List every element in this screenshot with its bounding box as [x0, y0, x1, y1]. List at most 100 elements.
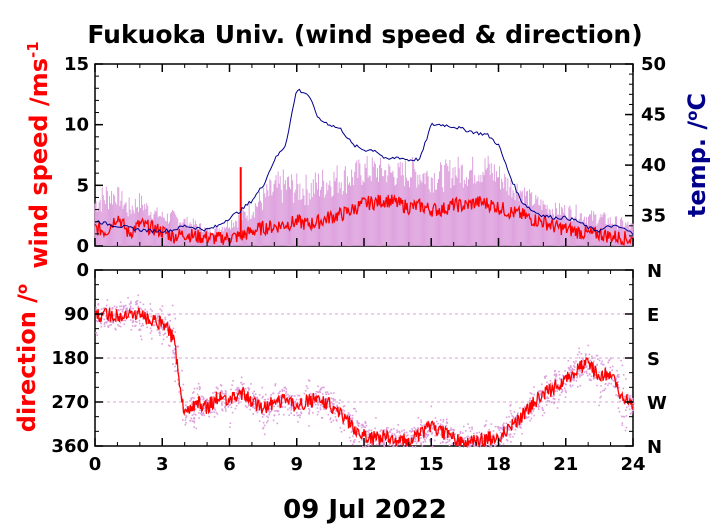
direction-sample-dot	[272, 399, 275, 401]
direction-sample-dot	[142, 324, 144, 327]
direction-sample-dot	[554, 377, 557, 380]
direction-sample-dot	[235, 405, 238, 407]
direction-sample-dot	[516, 414, 518, 417]
direction-sample-dot	[268, 408, 271, 410]
direction-sample-dot	[354, 408, 356, 410]
direction-sample-dot	[137, 294, 139, 297]
direction-sample-dot	[488, 444, 491, 446]
direction-sample-dot	[520, 423, 522, 426]
direction-sample-dot	[578, 357, 581, 359]
direction-sample-dot	[252, 392, 254, 395]
direction-sample-dot	[468, 437, 471, 439]
direction-sample-dot	[173, 353, 176, 355]
direction-sample-dot	[193, 413, 195, 416]
direction-sample-dot	[379, 443, 382, 446]
direction-sample-dot	[334, 412, 336, 415]
direction-sample-dot	[593, 360, 595, 363]
direction-sample-dot	[498, 426, 500, 428]
direction-sample-dot	[319, 389, 321, 391]
direction-sample-dot	[568, 369, 571, 371]
direction-sample-dot	[258, 400, 261, 402]
direction-sample-dot	[196, 387, 198, 390]
direction-sample-dot	[334, 399, 336, 401]
direction-sample-dot	[395, 445, 398, 448]
direction-sample-dot	[168, 314, 170, 317]
direction-sample-dot	[530, 417, 533, 420]
direction-sample-dot	[280, 394, 282, 397]
direction-sample-dot	[123, 323, 126, 325]
direction-sample-dot	[508, 427, 510, 429]
direction-sample-dot	[485, 445, 487, 448]
direction-sample-dot	[287, 408, 289, 411]
hour-tick-label: 12	[351, 454, 376, 475]
direction-sample-dot	[132, 321, 135, 323]
direction-sample-dot	[423, 437, 425, 439]
direction-sample-dot	[252, 413, 254, 415]
direction-sample-dot	[502, 428, 504, 431]
direction-sample-dot	[571, 377, 573, 379]
direction-sample-dot	[100, 308, 103, 310]
direction-sample-dot	[398, 430, 401, 433]
direction-sample-dot	[238, 397, 241, 400]
direction-sample-dot	[274, 384, 276, 387]
direction-sample-dot	[214, 391, 216, 393]
direction-sample-dot	[211, 411, 213, 414]
direction-sample-dot	[343, 412, 345, 415]
direction-sample-dot	[499, 431, 502, 434]
hour-tick-label: 24	[620, 454, 645, 475]
direction-sample-dot	[128, 303, 131, 305]
direction-sample-dot	[551, 382, 553, 385]
direction-sample-dot	[193, 421, 196, 424]
direction-sample-dot	[538, 405, 540, 407]
direction-sample-dot	[570, 371, 572, 374]
direction-sample-dot	[237, 389, 239, 391]
direction-sample-dot	[120, 308, 122, 311]
direction-sample-dot	[217, 387, 219, 390]
direction-sample-dot	[622, 374, 625, 376]
direction-sample-dot	[174, 317, 177, 320]
direction-sample-dot	[604, 387, 607, 390]
direction-sample-dot	[498, 429, 501, 431]
direction-sample-dot	[614, 385, 616, 388]
direction-sample-dot	[596, 364, 598, 367]
direction-sample-dot	[580, 371, 583, 374]
direction-sample-dot	[111, 320, 114, 322]
direction-sample-dot	[583, 371, 586, 373]
direction-sample-dot	[315, 390, 318, 393]
direction-sample-dot	[470, 442, 473, 445]
direction-sample-dot	[492, 434, 494, 437]
direction-sample-dot	[164, 332, 166, 335]
direction-sample-dot	[348, 436, 351, 439]
direction-sample-dot	[598, 371, 600, 374]
direction-sample-dot	[106, 299, 109, 301]
direction-sample-dot	[100, 322, 103, 325]
direction-sample-dot	[503, 434, 506, 436]
direction-sample-dot	[111, 308, 114, 310]
direction-sample-dot	[488, 429, 490, 431]
direction-sample-dot	[547, 397, 549, 399]
direction-sample-dot	[238, 388, 240, 391]
direction-sample-dot	[205, 400, 208, 402]
direction-sample-dot	[185, 417, 187, 419]
direction-sample-dot	[537, 406, 539, 408]
direction-sample-dot	[533, 408, 535, 410]
direction-sample-dot	[200, 412, 202, 415]
direction-sample-dot	[351, 417, 354, 419]
direction-sample-dot	[255, 400, 258, 403]
direction-sample-dot	[103, 318, 105, 321]
direction-sample-dot	[168, 344, 170, 347]
direction-sample-dot	[581, 358, 584, 360]
direction-sample-dot	[267, 401, 269, 403]
direction-sample-dot	[570, 372, 573, 375]
direction-sample-dot	[371, 441, 373, 443]
direction-sample-dot	[410, 435, 413, 437]
direction-axis-label-text: direction /	[13, 294, 41, 432]
direction-sample-dot	[629, 413, 632, 415]
temperature-axis-label-text: temp. /	[683, 121, 711, 217]
direction-sample-dot	[541, 400, 543, 403]
direction-sample-dot	[385, 427, 388, 429]
direction-sample-dot	[95, 309, 97, 311]
direction-sample-dot	[517, 412, 519, 414]
mean-wind-layer	[94, 167, 634, 246]
direction-sample-dot	[328, 405, 331, 407]
